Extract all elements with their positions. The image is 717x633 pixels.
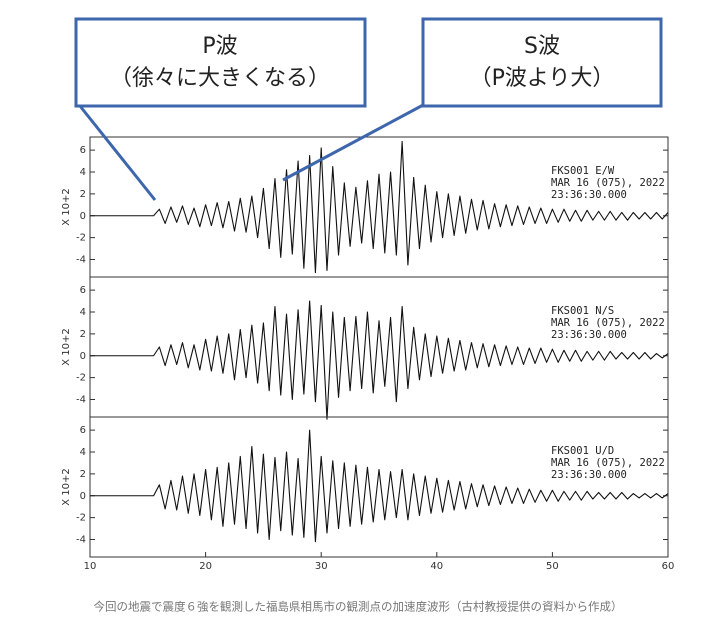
- y-tick-label: -4: [76, 535, 86, 546]
- y-tick-label: 0: [80, 491, 86, 502]
- callout-text: （P波より大）: [470, 66, 615, 91]
- annotation: 23:36:30.000: [551, 329, 627, 341]
- y-tick-label: 4: [80, 307, 86, 318]
- waveform: [90, 300, 669, 420]
- annotation: MAR 16 (075), 2022: [551, 457, 665, 469]
- callout-box: [74, 17, 367, 108]
- y-tick-label: 6: [80, 285, 86, 296]
- y-tick-label: -2: [76, 233, 86, 244]
- waveform: [90, 429, 669, 543]
- pointer: [78, 105, 157, 201]
- annotation: FKS001 E/W: [551, 165, 615, 177]
- waveform: [90, 140, 669, 274]
- plot-frame: [89, 416, 669, 558]
- annotation: 23:36:30.000: [551, 189, 627, 201]
- pointer: [282, 102, 426, 182]
- y-tick-label: 6: [80, 145, 86, 156]
- y-tick-label: 2: [80, 469, 86, 480]
- y-tick-label: -4: [76, 255, 86, 266]
- callout-title: S波: [524, 34, 560, 59]
- y-axis-label: X 10+2: [61, 468, 72, 506]
- annotation: FKS001 N/S: [551, 305, 614, 317]
- callout-title: P波: [202, 34, 237, 59]
- y-axis-label: X 10+2: [61, 328, 72, 366]
- annotation: 23:36:30.000: [551, 469, 627, 481]
- annotation: FKS001 U/D: [551, 445, 614, 457]
- y-tick-label: -2: [76, 373, 86, 384]
- caption: 今回の地震で震度６強を観測した福島県相馬市の観測点の加速度波形（古村教授提供の資…: [94, 600, 623, 614]
- callout-text: （徐々に大きくなる）: [110, 66, 330, 91]
- x-tick-label: 20: [199, 561, 212, 572]
- y-axis-label: X 10+2: [61, 188, 72, 226]
- annotation: MAR 16 (075), 2022: [551, 317, 665, 329]
- x-tick-label: 10: [84, 561, 97, 572]
- x-tick-label: 60: [662, 561, 675, 572]
- x-tick-label: 50: [546, 561, 559, 572]
- y-tick-label: 4: [80, 167, 86, 178]
- y-tick-label: 2: [80, 189, 86, 200]
- annotation: MAR 16 (075), 2022: [551, 177, 665, 189]
- y-tick-label: -2: [76, 513, 86, 524]
- callout-box: [421, 17, 663, 108]
- y-tick-label: 0: [80, 351, 86, 362]
- y-tick-label: 4: [80, 447, 86, 458]
- x-tick-label: 40: [430, 561, 443, 572]
- y-tick-label: 0: [80, 211, 86, 222]
- x-tick-label: 30: [315, 561, 328, 572]
- y-tick-label: -4: [76, 395, 86, 406]
- y-tick-label: 2: [80, 329, 86, 340]
- y-tick-label: 6: [80, 425, 86, 436]
